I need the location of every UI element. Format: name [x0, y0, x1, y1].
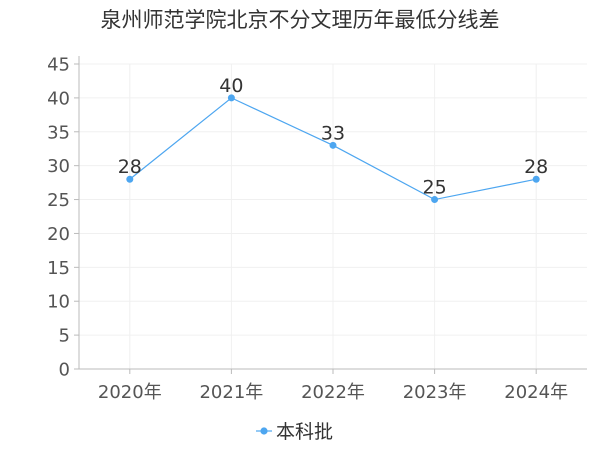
x-tick-label: 2021年 [199, 382, 263, 403]
y-tick-label: 45 [47, 55, 70, 76]
y-tick-label: 30 [47, 156, 70, 177]
y-tick-label: 20 [47, 224, 70, 245]
y-tick-label: 25 [47, 190, 70, 211]
y-tick-label: 15 [47, 258, 70, 279]
x-tick-label: 2022年 [301, 382, 365, 403]
legend-dot-icon [260, 427, 268, 435]
y-axis-ticks: 0 5 10 15 20 25 30 35 40 45 [47, 55, 70, 381]
legend-label-benkepi: 本科批 [276, 421, 333, 443]
y-tick-label: 5 [59, 326, 70, 347]
data-label: 40 [219, 75, 243, 97]
data-point[interactable] [126, 175, 134, 183]
data-point[interactable] [532, 175, 540, 183]
data-label: 33 [321, 122, 345, 144]
legend[interactable]: 本科批 [256, 421, 333, 443]
chart-title: 泉州师范学院北京不分文理历年最低分线差 [101, 8, 500, 32]
grid-lines [79, 63, 587, 369]
x-tick-label: 2023年 [403, 382, 467, 403]
data-label: 25 [423, 177, 447, 199]
data-point[interactable] [329, 141, 337, 149]
data-point[interactable] [431, 196, 439, 204]
y-tick-label: 40 [47, 88, 70, 109]
y-tick-label: 10 [47, 292, 70, 313]
data-point[interactable] [227, 94, 235, 102]
y-tick-label: 35 [47, 122, 70, 143]
x-axis-ticks: 2020年 2021年 2022年 2023年 2024年 [98, 382, 568, 403]
y-tick-label: 0 [59, 360, 70, 381]
data-label: 28 [524, 156, 548, 178]
data-points [126, 94, 540, 204]
axes [74, 56, 587, 374]
data-labels: 28 40 33 25 28 [118, 75, 549, 199]
data-label: 28 [118, 156, 142, 178]
x-tick-label: 2020年 [98, 382, 162, 403]
x-tick-label: 2024年 [504, 382, 568, 403]
